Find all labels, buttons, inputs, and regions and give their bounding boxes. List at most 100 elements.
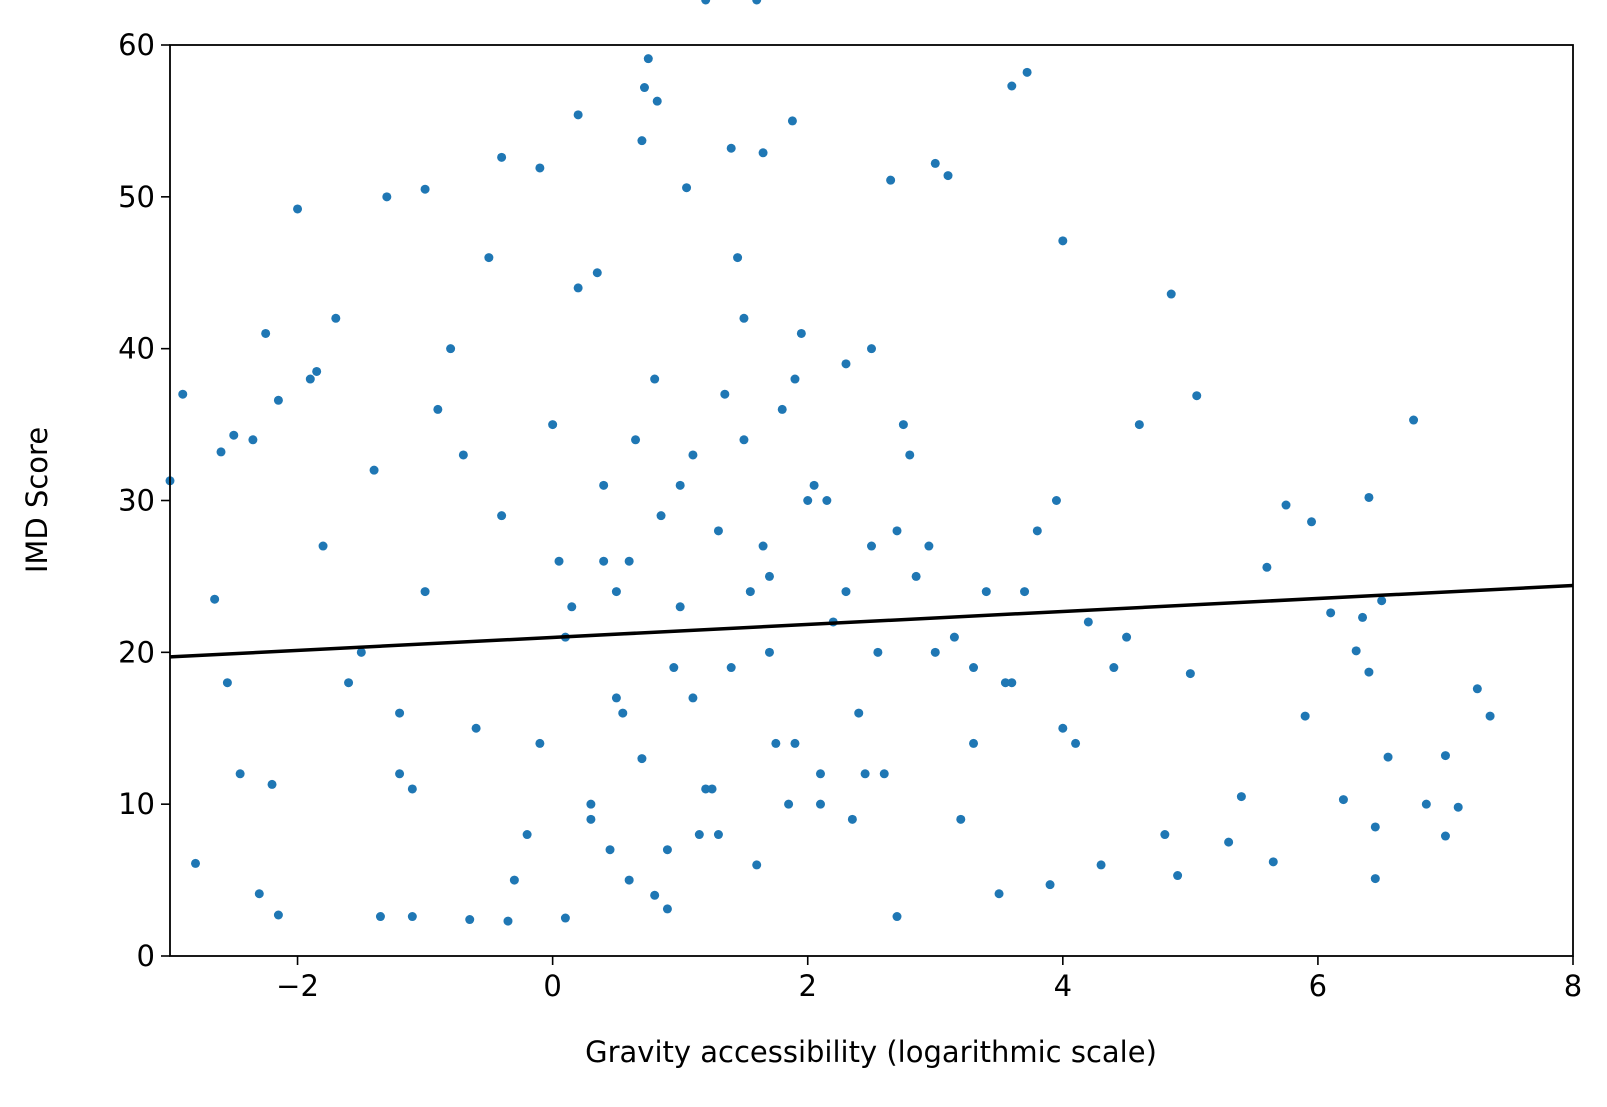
point xyxy=(1166,289,1176,299)
point xyxy=(375,912,385,922)
point xyxy=(554,556,564,566)
point xyxy=(599,480,609,490)
point xyxy=(758,148,768,158)
point xyxy=(599,556,609,566)
point xyxy=(535,163,545,173)
point xyxy=(465,915,475,925)
point xyxy=(867,344,876,354)
point xyxy=(650,374,660,384)
point xyxy=(1370,874,1380,884)
point xyxy=(216,447,226,457)
point xyxy=(1307,517,1317,527)
point xyxy=(675,480,685,490)
point xyxy=(433,404,443,414)
point xyxy=(344,678,354,688)
point xyxy=(994,889,1004,899)
point xyxy=(1300,711,1310,721)
point xyxy=(573,110,583,120)
point xyxy=(1173,871,1183,881)
point xyxy=(1058,236,1068,246)
y-tick-label: 30 xyxy=(118,484,155,518)
point xyxy=(631,435,641,445)
point xyxy=(331,313,341,323)
point xyxy=(548,420,558,430)
x-tick-label: −2 xyxy=(276,969,319,1003)
point xyxy=(682,183,692,193)
x-tick-label: 2 xyxy=(799,969,817,1003)
point xyxy=(1364,492,1374,502)
point xyxy=(178,389,188,399)
point xyxy=(1122,632,1132,642)
point xyxy=(1007,81,1017,91)
point xyxy=(1000,678,1010,688)
point xyxy=(892,912,902,922)
point xyxy=(254,889,264,899)
point xyxy=(624,875,634,885)
point xyxy=(273,395,283,405)
y-axis-label: IMD Score xyxy=(20,427,54,573)
point xyxy=(930,647,940,657)
point xyxy=(1358,612,1368,622)
point xyxy=(1007,678,1017,688)
point xyxy=(669,663,679,673)
point xyxy=(713,526,723,536)
point xyxy=(662,904,672,914)
point xyxy=(248,435,258,445)
y-tick-label: 0 xyxy=(137,939,155,973)
point xyxy=(1083,617,1093,627)
point xyxy=(764,647,774,657)
point xyxy=(484,253,494,263)
point xyxy=(726,663,736,673)
point xyxy=(809,480,819,490)
point xyxy=(911,571,921,581)
point xyxy=(639,83,649,93)
point xyxy=(497,152,507,162)
point xyxy=(847,814,857,824)
point xyxy=(1051,496,1061,505)
y-tick-label: 10 xyxy=(118,787,155,821)
point xyxy=(471,723,481,733)
point xyxy=(1262,562,1272,572)
point xyxy=(790,738,800,748)
point xyxy=(497,511,507,521)
point xyxy=(229,430,239,440)
point xyxy=(943,171,953,181)
point xyxy=(1326,608,1336,618)
point xyxy=(822,496,832,505)
point xyxy=(382,192,392,202)
point xyxy=(713,830,723,840)
point xyxy=(803,496,813,505)
point xyxy=(701,784,711,794)
point xyxy=(815,769,825,779)
point xyxy=(854,708,864,718)
point xyxy=(892,526,902,536)
point xyxy=(395,769,405,779)
point xyxy=(611,587,621,597)
point xyxy=(981,587,991,597)
point xyxy=(1185,669,1195,679)
point xyxy=(924,541,934,551)
point xyxy=(777,404,787,414)
point xyxy=(1160,830,1170,840)
point xyxy=(1022,67,1032,77)
x-axis-label: Gravity accessibility (logarithmic scale… xyxy=(585,1035,1157,1069)
point xyxy=(356,647,366,657)
point xyxy=(1377,596,1387,606)
point xyxy=(1032,526,1042,536)
point xyxy=(1485,711,1495,721)
point xyxy=(1472,684,1482,694)
point xyxy=(1364,667,1374,677)
point xyxy=(1236,792,1246,802)
point xyxy=(458,450,468,460)
point xyxy=(318,541,328,551)
point xyxy=(701,0,711,5)
point xyxy=(1383,752,1393,762)
point xyxy=(637,754,647,764)
point xyxy=(1268,857,1278,867)
point xyxy=(860,769,870,779)
point xyxy=(771,738,781,748)
point xyxy=(873,647,883,657)
point xyxy=(261,328,271,338)
